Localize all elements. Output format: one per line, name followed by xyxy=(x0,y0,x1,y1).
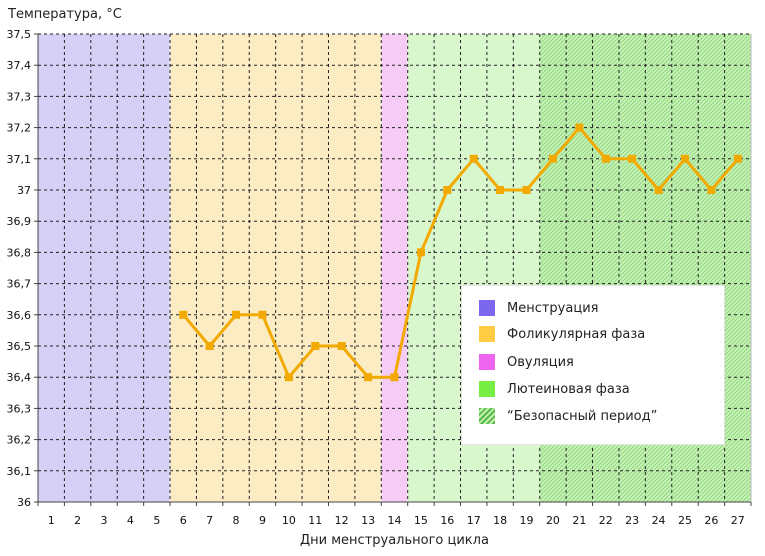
legend-swatch-follicular xyxy=(479,326,495,342)
data-point xyxy=(205,342,214,350)
x-tick-label: 4 xyxy=(127,514,134,527)
y-tick-label: 37,4 xyxy=(7,59,32,72)
data-point xyxy=(232,310,241,319)
y-tick-label: 36,7 xyxy=(7,278,32,291)
x-tick-label: 26 xyxy=(704,514,718,527)
legend-item-ovulation: Овуляция xyxy=(479,354,574,370)
x-tick-label: 12 xyxy=(335,514,349,527)
data-point xyxy=(522,186,531,194)
y-tick-label: 37 xyxy=(17,184,31,197)
y-tick-label: 36,1 xyxy=(7,465,32,478)
x-tick-label: 24 xyxy=(652,514,666,527)
data-point xyxy=(337,342,346,350)
x-tick-label: 15 xyxy=(414,514,428,527)
data-point xyxy=(628,154,637,163)
data-point xyxy=(416,248,425,257)
y-tick-label: 36,5 xyxy=(7,340,32,353)
x-tick-label: 25 xyxy=(678,514,692,527)
legend-item-luteal: Лютеиновая фаза xyxy=(479,381,630,397)
x-tick-label: 9 xyxy=(259,514,266,527)
x-tick-label: 2 xyxy=(74,514,81,527)
y-tick-label: 36,6 xyxy=(7,309,32,322)
y-tick-label: 37,1 xyxy=(7,153,32,166)
y-tick-label: 36,8 xyxy=(7,246,32,259)
legend-item-menstruation: Менструация xyxy=(479,300,598,316)
y-tick-label: 36,3 xyxy=(7,402,32,415)
y-tick-label: 37,5 xyxy=(7,28,32,41)
y-tick-label: 36,2 xyxy=(7,434,32,447)
x-tick-label: 8 xyxy=(233,514,240,527)
data-point xyxy=(179,310,188,319)
data-point xyxy=(575,123,584,132)
data-point xyxy=(680,154,689,163)
legend: Менструация Фоликулярная фаза Овуляция Л… xyxy=(461,285,725,445)
legend-item-safe-period: “Безопасный период” xyxy=(479,408,657,424)
data-point xyxy=(364,373,373,382)
data-point xyxy=(284,373,293,382)
x-tick-label: 10 xyxy=(282,514,296,527)
data-point xyxy=(469,154,478,163)
x-axis-title: Дни менструального цикла xyxy=(300,533,489,548)
legend-label-safe-period: “Безопасный период” xyxy=(507,408,658,424)
legend-swatch-safe-period xyxy=(479,408,495,424)
data-point xyxy=(654,186,663,194)
y-tick-label: 36,4 xyxy=(7,371,32,384)
x-tick-label: 23 xyxy=(625,514,639,527)
legend-label-follicular: Фоликулярная фаза xyxy=(507,326,646,342)
legend-label-menstruation: Менструация xyxy=(507,300,599,316)
x-tick-label: 7 xyxy=(206,514,213,527)
x-tick-label: 18 xyxy=(493,514,507,527)
data-point xyxy=(390,373,399,382)
legend-label-luteal: Лютеиновая фаза xyxy=(507,381,630,397)
legend-swatch-ovulation xyxy=(479,354,495,370)
x-tick-label: 13 xyxy=(361,514,375,527)
data-point xyxy=(733,154,742,163)
y-tick-label: 36,9 xyxy=(7,215,32,228)
x-tick-label: 6 xyxy=(180,514,187,527)
legend-swatch-menstruation xyxy=(479,300,495,316)
phase-band-ovulation xyxy=(381,34,408,502)
y-tick-label: 36 xyxy=(17,496,31,509)
data-point xyxy=(548,154,557,163)
x-tick-label: 5 xyxy=(153,514,160,527)
y-tick-label: 37,3 xyxy=(7,90,32,103)
legend-swatch-luteal xyxy=(479,381,495,397)
x-tick-label: 3 xyxy=(101,514,108,527)
x-tick-label: 19 xyxy=(520,514,534,527)
x-tick-label: 14 xyxy=(388,514,402,527)
data-point xyxy=(496,186,505,194)
y-tick-label: 37,2 xyxy=(7,122,32,135)
x-tick-label: 20 xyxy=(546,514,560,527)
x-tick-label: 21 xyxy=(572,514,586,527)
phase-band-menstruation xyxy=(38,34,171,502)
x-tick-label: 17 xyxy=(467,514,481,527)
data-point xyxy=(601,154,610,163)
x-tick-label: 1 xyxy=(48,514,55,527)
y-axis-title: Температура, °С xyxy=(8,7,122,22)
data-point xyxy=(707,186,716,194)
data-point xyxy=(443,186,452,194)
x-tick-label: 22 xyxy=(599,514,613,527)
temperature-line xyxy=(182,126,739,379)
legend-item-follicular: Фоликулярная фаза xyxy=(479,326,645,342)
data-point xyxy=(258,310,267,319)
x-tick-label: 11 xyxy=(308,514,322,527)
legend-label-ovulation: Овуляция xyxy=(507,354,574,370)
data-point xyxy=(311,342,320,350)
x-tick-label: 27 xyxy=(731,514,745,527)
x-tick-label: 16 xyxy=(440,514,454,527)
